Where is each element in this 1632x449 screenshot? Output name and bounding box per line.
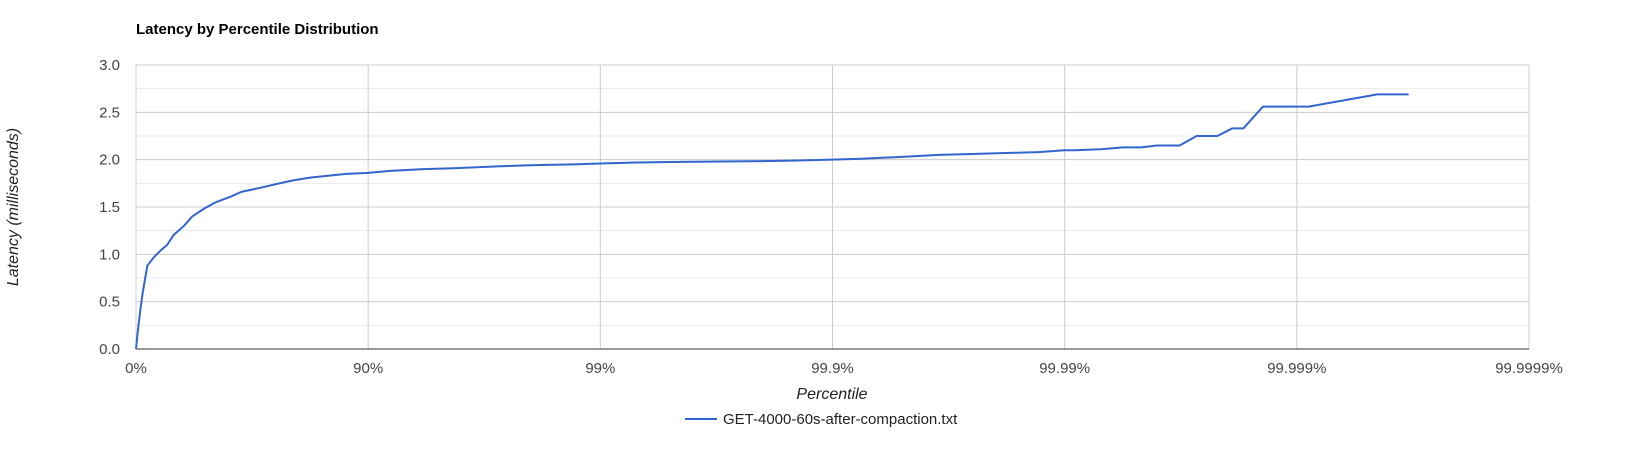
y-tick-label: 1.5 [99, 199, 120, 216]
y-tick-label: 3.0 [99, 57, 120, 74]
legend-label: GET-4000-60s-after-compaction.txt [723, 411, 958, 428]
x-axis-title: Percentile [796, 386, 867, 403]
x-tick-label: 99.9% [811, 360, 854, 377]
y-tick-label: 2.0 [99, 152, 120, 169]
series-line [135, 93, 1409, 350]
x-tick-label: 90% [353, 360, 383, 377]
x-tick-label: 99.99% [1039, 360, 1090, 377]
y-tick-label: 0.0 [99, 341, 120, 358]
y-tick-label: 0.5 [99, 294, 120, 311]
x-tick-label: 99.999% [1267, 360, 1326, 377]
y-axis-title: Latency (milliseconds) [5, 128, 22, 286]
grid [135, 64, 1530, 350]
legend: GET-4000-60s-after-compaction.txt [685, 411, 958, 428]
series-layer [135, 93, 1409, 350]
y-tick-labels: 0.0 0.5 1.0 1.5 2.0 2.5 3.0 [99, 57, 120, 358]
chart-title: Latency by Percentile Distribution [136, 21, 379, 38]
y-tick-label: 1.0 [99, 246, 120, 263]
x-tick-labels: 0% 90% 99% 99.9% 99.99% 99.999% 99.9999% [125, 360, 1563, 377]
x-tick-label: 99.9999% [1495, 360, 1563, 377]
x-tick-label: 0% [125, 360, 147, 377]
x-tick-label: 99% [585, 360, 615, 377]
y-tick-label: 2.5 [99, 104, 120, 121]
